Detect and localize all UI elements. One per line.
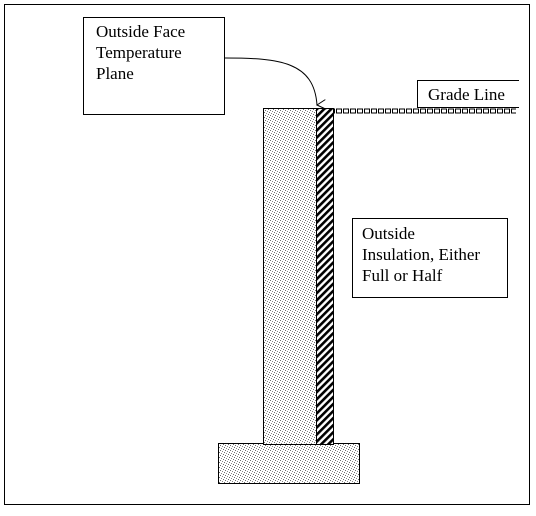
grade-line-text: Grade Line [428,85,505,104]
grade-line [334,108,516,114]
insulation-line-1: Outside [362,224,415,243]
figure-frame [4,4,530,505]
outside-face-line-3: Plane [96,64,134,83]
outside-face-line-2: Temperature [96,43,182,62]
grade-line-label: Grade Line [417,80,519,108]
outside-insulation-layer [316,108,334,445]
footing [218,443,360,484]
outside-insulation-label: Outside Insulation, Either Full or Half [352,218,508,298]
temperature-plane-arrow [224,57,317,105]
insulation-line-3: Full or Half [362,266,443,285]
outside-face-temperature-plane-label: Outside Face Temperature Plane [83,17,225,115]
insulation-line-2: Insulation, Either [362,245,481,264]
foundation-wall [263,108,317,445]
outside-face-line-1: Outside Face [96,22,186,41]
